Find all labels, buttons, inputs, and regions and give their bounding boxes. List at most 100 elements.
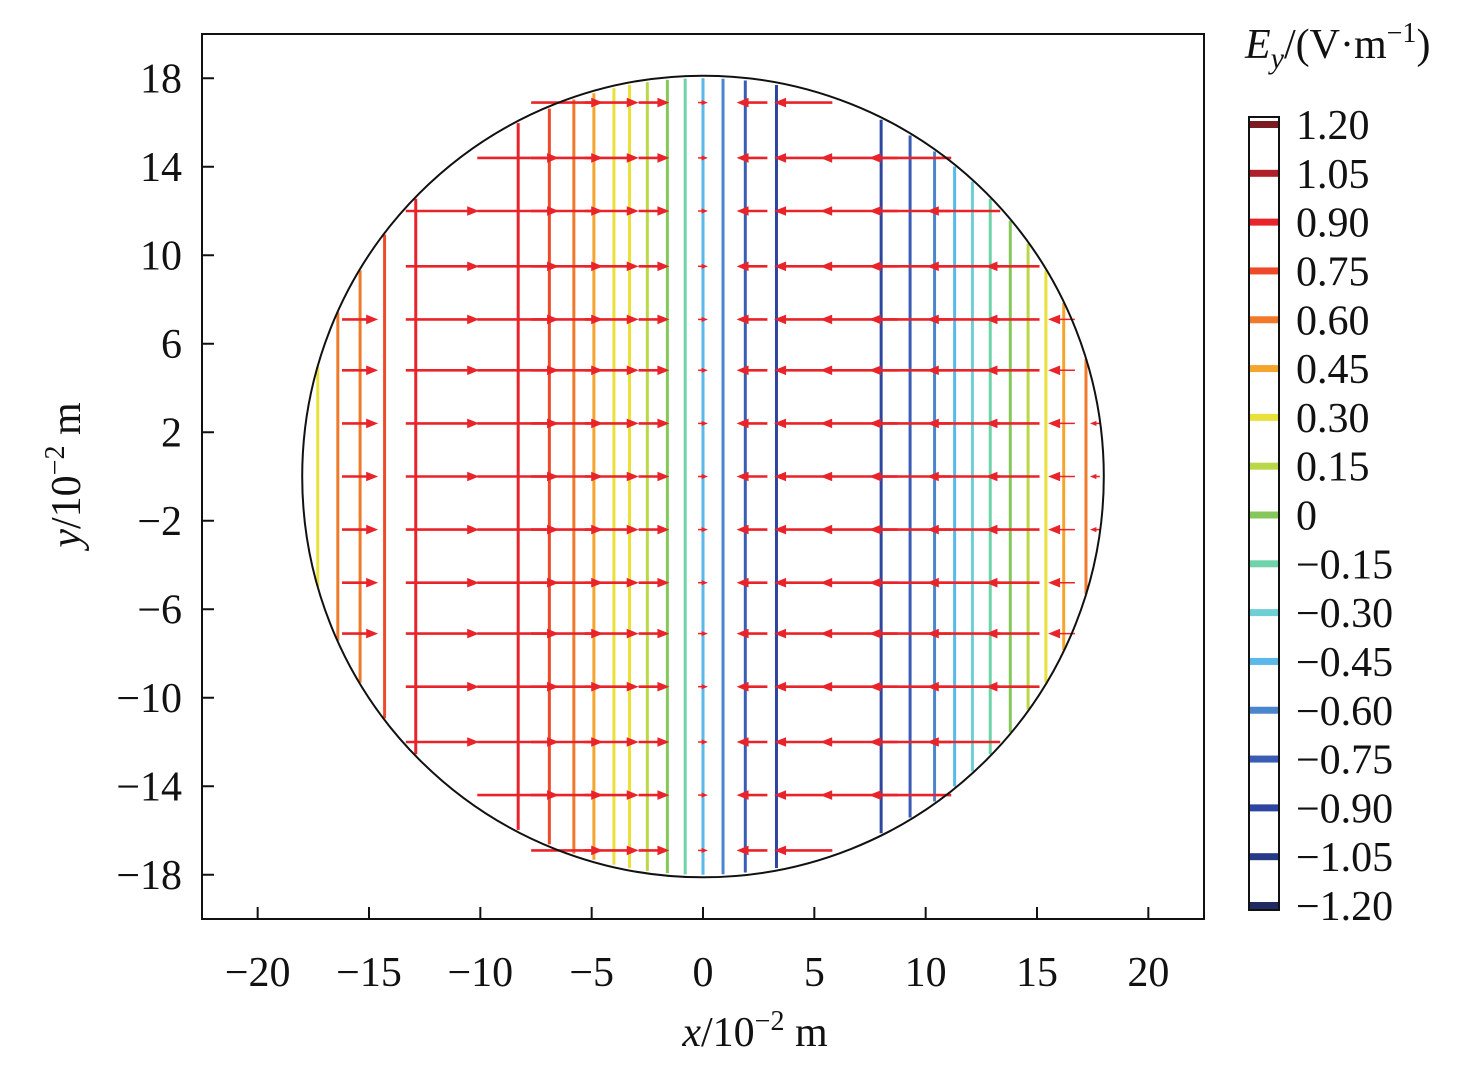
colorbar-swatch [1250, 121, 1278, 128]
field-arrow [698, 580, 708, 586]
field-arrow [985, 524, 1040, 535]
field-arrow [736, 153, 768, 163]
field-arrow [405, 418, 480, 429]
field-arrow [342, 314, 379, 325]
field-arrow [736, 681, 768, 692]
field-arrow [1089, 527, 1100, 533]
colorbar-label: −1.20 [1296, 884, 1393, 930]
field-arrow [698, 155, 708, 161]
field-arrow [638, 524, 670, 535]
colorbar-swatch [1250, 218, 1278, 226]
x-tick-label: 20 [1127, 950, 1169, 996]
field-arrow [584, 737, 639, 747]
field-arrow [405, 577, 480, 588]
field-arrow [584, 845, 639, 856]
colorbar-label: 1.20 [1296, 103, 1370, 149]
field-arrow [985, 418, 1040, 429]
field-arrow [584, 628, 639, 639]
y-axis-title: y/10−2 m [40, 402, 90, 552]
field-arrow [342, 418, 379, 429]
field-arrow [405, 681, 480, 692]
field-arrow [985, 365, 1040, 376]
field-arrow [926, 737, 1001, 747]
y-tick-label: 10 [140, 233, 182, 279]
field-arrow [698, 420, 708, 426]
field-arrow [985, 628, 1040, 639]
field-arrow [736, 314, 768, 325]
field-arrow [1048, 524, 1075, 535]
field-arrow [584, 524, 639, 535]
field-arrow [405, 206, 480, 216]
field-arrow [584, 365, 639, 376]
colorbar-swatch [1250, 609, 1278, 617]
field-arrow [985, 314, 1040, 325]
field-arrow [638, 790, 670, 800]
field-arrow [584, 206, 639, 216]
y-tick-label: −10 [116, 676, 182, 722]
field-arrow [868, 153, 952, 163]
y-tick-label: −18 [116, 853, 182, 899]
field-arrow [342, 577, 379, 588]
colorbar-label: −1.05 [1296, 835, 1393, 881]
field-arrow [638, 845, 670, 856]
colorbar-swatch [1250, 267, 1278, 275]
field-arrow [584, 418, 639, 429]
field-arrow [638, 737, 670, 747]
field-arrow [868, 790, 952, 800]
x-tick-label: −5 [569, 950, 614, 996]
x-tick-label: −15 [336, 950, 402, 996]
colorbar-swatch [1250, 169, 1278, 177]
field-arrow [342, 471, 379, 482]
x-tick-label: −10 [447, 950, 513, 996]
field-arrow [638, 153, 670, 163]
field-arrow [1048, 365, 1075, 376]
field-arrow [774, 97, 833, 108]
field-arrow [638, 577, 670, 588]
colorbar-label: −0.90 [1296, 786, 1393, 832]
field-arrow [584, 153, 639, 163]
field-arrow [736, 261, 768, 272]
field-arrow [698, 792, 708, 798]
colorbar-swatch [1250, 365, 1278, 373]
field-arrow [698, 527, 708, 533]
colorbar-label: −0.30 [1296, 591, 1393, 637]
field-arrow [736, 845, 768, 856]
y-tick-label: −2 [137, 499, 182, 545]
colorbar-swatch [1250, 560, 1278, 568]
field-arrow [584, 314, 639, 325]
colorbar-swatch [1250, 804, 1278, 812]
x-tick-label: 15 [1016, 950, 1058, 996]
colorbar-swatch [1250, 755, 1278, 763]
field-arrow [736, 737, 768, 747]
x-axis: −20 −15 −10 −5 0 5 10 15 20 [225, 907, 1169, 996]
field-arrow [698, 208, 708, 214]
y-tick-label: 2 [161, 410, 182, 456]
x-axis-title: x/10−2 m [681, 1006, 828, 1056]
field-arrow [736, 418, 768, 429]
y-tick-label: 14 [140, 145, 182, 191]
field-arrow [405, 524, 480, 535]
field-arrow [1089, 420, 1100, 426]
x-tick-label: 0 [693, 950, 714, 996]
colorbar-label: −0.15 [1296, 542, 1393, 588]
field-arrow [736, 365, 768, 376]
field-arrow [698, 631, 708, 637]
field-arrow [638, 365, 670, 376]
colorbar-label: 0.30 [1296, 396, 1370, 442]
field-arrow [985, 471, 1040, 482]
field-arrow [698, 100, 708, 106]
field-arrow [584, 97, 639, 108]
field-arrow [698, 684, 708, 690]
field-arrow [736, 790, 768, 800]
field-arrow [405, 365, 480, 376]
field-arrow [342, 628, 379, 639]
field-arrow [638, 681, 670, 692]
colorbar-swatch [1250, 657, 1278, 665]
colorbar-label: 0 [1296, 494, 1317, 540]
field-arrow [698, 263, 708, 269]
field-arrow [985, 681, 1040, 692]
field-arrow [926, 206, 1001, 216]
field-arrow [405, 471, 480, 482]
field-arrow [638, 418, 670, 429]
